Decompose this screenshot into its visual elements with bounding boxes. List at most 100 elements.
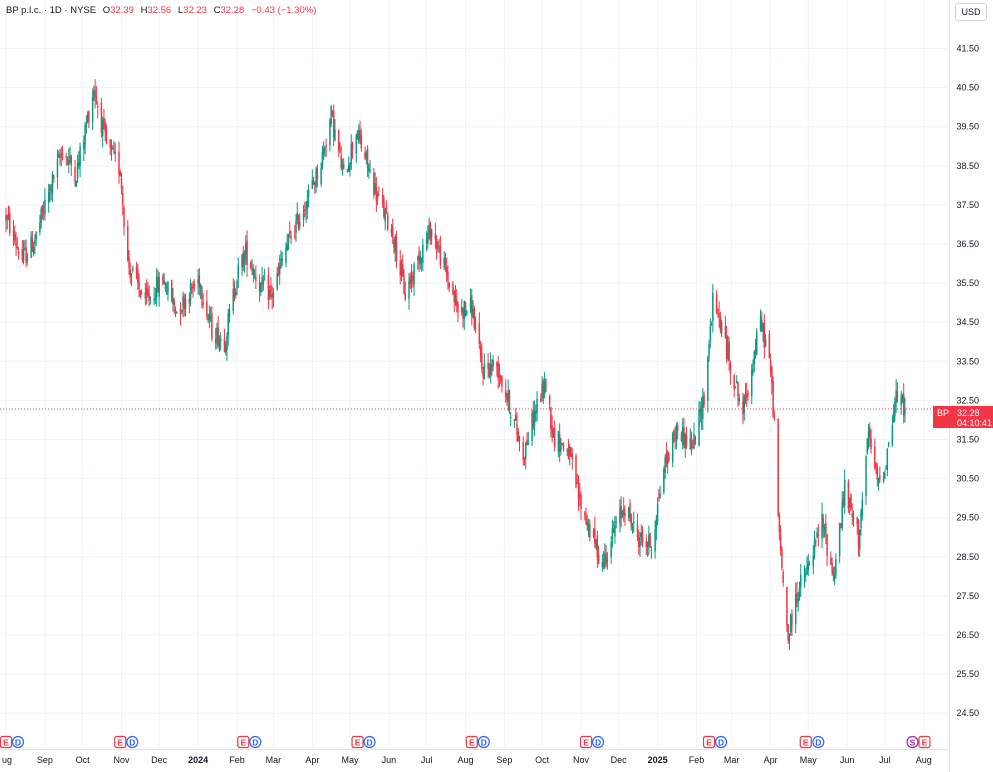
candle-body[interactable] — [419, 255, 422, 264]
candle-body[interactable] — [443, 257, 445, 268]
candle-body[interactable] — [404, 292, 406, 300]
candle-body[interactable] — [294, 235, 296, 237]
candle-body[interactable] — [860, 512, 862, 529]
candle-body[interactable] — [455, 299, 458, 306]
candle-body[interactable] — [627, 507, 630, 518]
candle-body[interactable] — [499, 375, 502, 381]
candle-body[interactable] — [427, 233, 429, 245]
candle-body[interactable] — [299, 221, 301, 227]
earnings-marker[interactable]: E — [918, 735, 931, 749]
candle-body[interactable] — [676, 425, 679, 431]
candle-body[interactable] — [351, 142, 354, 151]
candle-body[interactable] — [680, 434, 683, 442]
candle-body[interactable] — [145, 287, 148, 295]
candle-body[interactable] — [285, 247, 287, 263]
candle-body[interactable] — [865, 456, 867, 496]
candle-body[interactable] — [464, 301, 467, 311]
candle-body[interactable] — [202, 301, 204, 306]
candle-body[interactable] — [305, 212, 307, 215]
candle-body[interactable] — [707, 357, 709, 401]
candle-body[interactable] — [76, 162, 79, 179]
candle-body[interactable] — [60, 154, 62, 156]
earnings-marker[interactable]: E — [702, 735, 716, 749]
candle-body[interactable] — [32, 246, 35, 254]
candle-body[interactable] — [375, 185, 378, 201]
candle-body[interactable] — [324, 149, 326, 151]
candle-body[interactable] — [577, 478, 580, 500]
candle-body[interactable] — [183, 297, 186, 309]
candle-body[interactable] — [199, 284, 202, 290]
currency-button[interactable]: USD — [955, 3, 987, 21]
candle-body[interactable] — [684, 433, 686, 448]
candle-body[interactable] — [525, 442, 527, 459]
candle-body[interactable] — [813, 540, 816, 554]
candle-body[interactable] — [144, 292, 147, 299]
candle-body[interactable] — [439, 246, 442, 265]
candle-body[interactable] — [410, 275, 413, 284]
candle-body[interactable] — [594, 528, 596, 544]
price-axis[interactable]: 41.50 40.50 39.50 38.50 37.50 36.50 35.50 34.50… — [956, 44, 979, 719]
candle-body[interactable] — [138, 281, 140, 289]
candle-body[interactable] — [797, 598, 799, 602]
candle-body[interactable] — [527, 442, 530, 446]
candle-body[interactable] — [409, 277, 412, 285]
candle-body[interactable] — [856, 517, 858, 525]
dividend-marker[interactable]: D — [363, 735, 376, 749]
candle-body[interactable] — [483, 363, 486, 379]
candle-body[interactable] — [482, 372, 484, 377]
candle-body[interactable] — [358, 129, 360, 142]
candle-body[interactable] — [201, 287, 203, 299]
candle-body[interactable] — [861, 499, 864, 517]
candle-body[interactable] — [659, 493, 661, 499]
candle-body[interactable] — [334, 129, 336, 141]
candle-body[interactable] — [428, 224, 430, 235]
candle-body[interactable] — [59, 156, 61, 158]
candle-body[interactable] — [422, 244, 424, 264]
candle-body[interactable] — [111, 147, 114, 149]
candle-body[interactable] — [902, 393, 905, 417]
candle-body[interactable] — [702, 396, 704, 420]
candle-body[interactable] — [84, 125, 86, 145]
candle-body[interactable] — [174, 309, 177, 313]
candle-body[interactable] — [580, 495, 582, 510]
candle-body[interactable] — [533, 410, 536, 426]
candle-body[interactable] — [400, 266, 403, 271]
candle-body[interactable] — [5, 215, 7, 221]
candle-body[interactable] — [47, 191, 50, 203]
candle-body[interactable] — [252, 267, 255, 276]
dividend-marker[interactable]: D — [714, 735, 728, 749]
candle-body[interactable] — [304, 209, 306, 212]
candle-body[interactable] — [153, 298, 155, 301]
candle-body[interactable] — [223, 338, 226, 353]
candle-body[interactable] — [297, 215, 300, 229]
candle-body[interactable] — [207, 316, 209, 319]
candle-body[interactable] — [287, 234, 290, 243]
candle-body[interactable] — [105, 130, 108, 144]
candle-body[interactable] — [729, 363, 732, 374]
candle-body[interactable] — [288, 230, 291, 234]
candle-body[interactable] — [21, 249, 24, 261]
candle-body[interactable] — [633, 521, 635, 524]
candle-body[interactable] — [75, 181, 78, 187]
candle-body[interactable] — [823, 527, 826, 532]
candle-body[interactable] — [611, 527, 614, 539]
candle-body[interactable] — [340, 155, 342, 169]
candle-body[interactable] — [332, 111, 335, 137]
candle-body[interactable] — [17, 251, 20, 254]
candle-body[interactable] — [874, 447, 876, 468]
candle-body[interactable] — [369, 170, 371, 172]
candle-body[interactable] — [550, 407, 552, 429]
candle-body[interactable] — [364, 151, 366, 160]
candle-body[interactable] — [79, 146, 81, 166]
candle-body[interactable] — [576, 482, 579, 484]
candle-body[interactable] — [639, 541, 641, 547]
candle-body[interactable] — [118, 151, 120, 175]
candle-body[interactable] — [694, 436, 697, 444]
candle-body[interactable] — [137, 269, 139, 283]
candle-body[interactable] — [295, 220, 297, 233]
candle-body[interactable] — [781, 549, 783, 569]
candle-body[interactable] — [681, 426, 684, 445]
candle-body[interactable] — [848, 497, 851, 508]
candle-body[interactable] — [794, 593, 797, 625]
candle-body[interactable] — [191, 286, 193, 289]
